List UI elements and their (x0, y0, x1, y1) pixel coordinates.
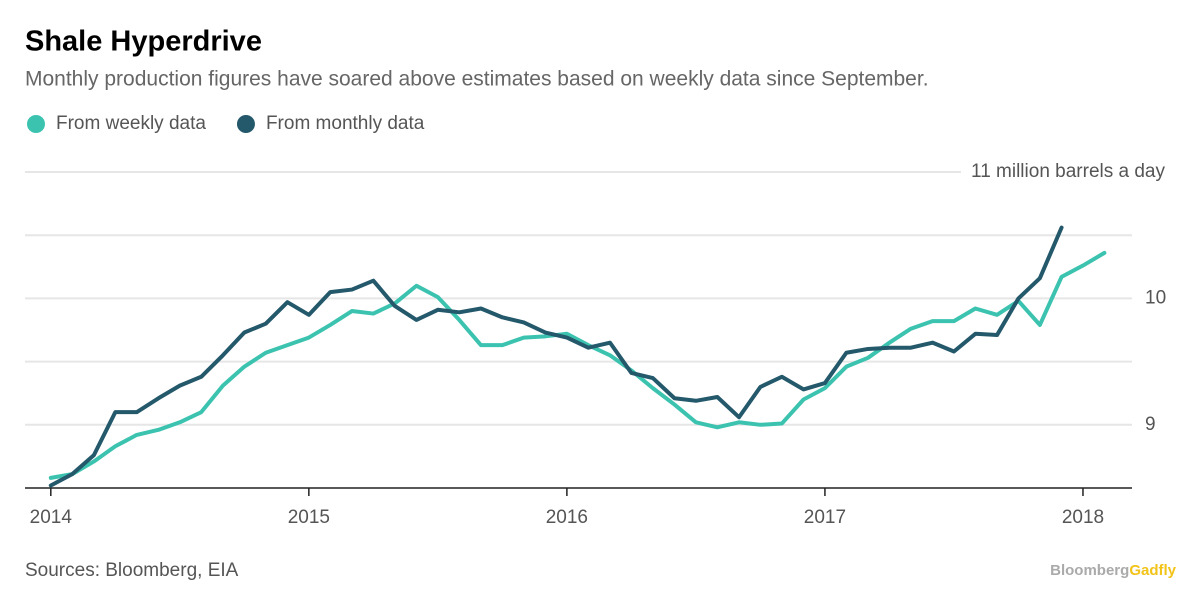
y-tick-label: 10 (1145, 287, 1166, 308)
x-tick-label: 2018 (1062, 507, 1104, 528)
y-tick-label: 9 (1145, 414, 1156, 435)
brand-part: Bloomberg (1050, 562, 1129, 579)
chart-title: Shale Hyperdrive (25, 26, 262, 58)
legend-swatch (236, 115, 255, 133)
legend-swatch (27, 115, 45, 133)
x-tick-label: 2014 (30, 507, 73, 528)
brand: BloombergGadfly (1050, 562, 1177, 579)
chart-subtitle: Monthly production figures have soared a… (25, 68, 929, 91)
legend-label: From weekly data (56, 113, 206, 134)
series-line (48, 225, 1064, 488)
x-tick-label: 2015 (288, 507, 330, 528)
series-line (48, 250, 1107, 480)
label-bg (961, 159, 1170, 185)
source: Sources: Bloomberg, EIA (25, 560, 239, 581)
brand-part: Gadfly (1129, 562, 1176, 579)
legend-label: From monthly data (266, 113, 425, 134)
y-tick-label: 11 million barrels a day (971, 161, 1165, 182)
x-tick-label: 2016 (546, 507, 588, 528)
x-tick-label: 2017 (804, 507, 846, 528)
